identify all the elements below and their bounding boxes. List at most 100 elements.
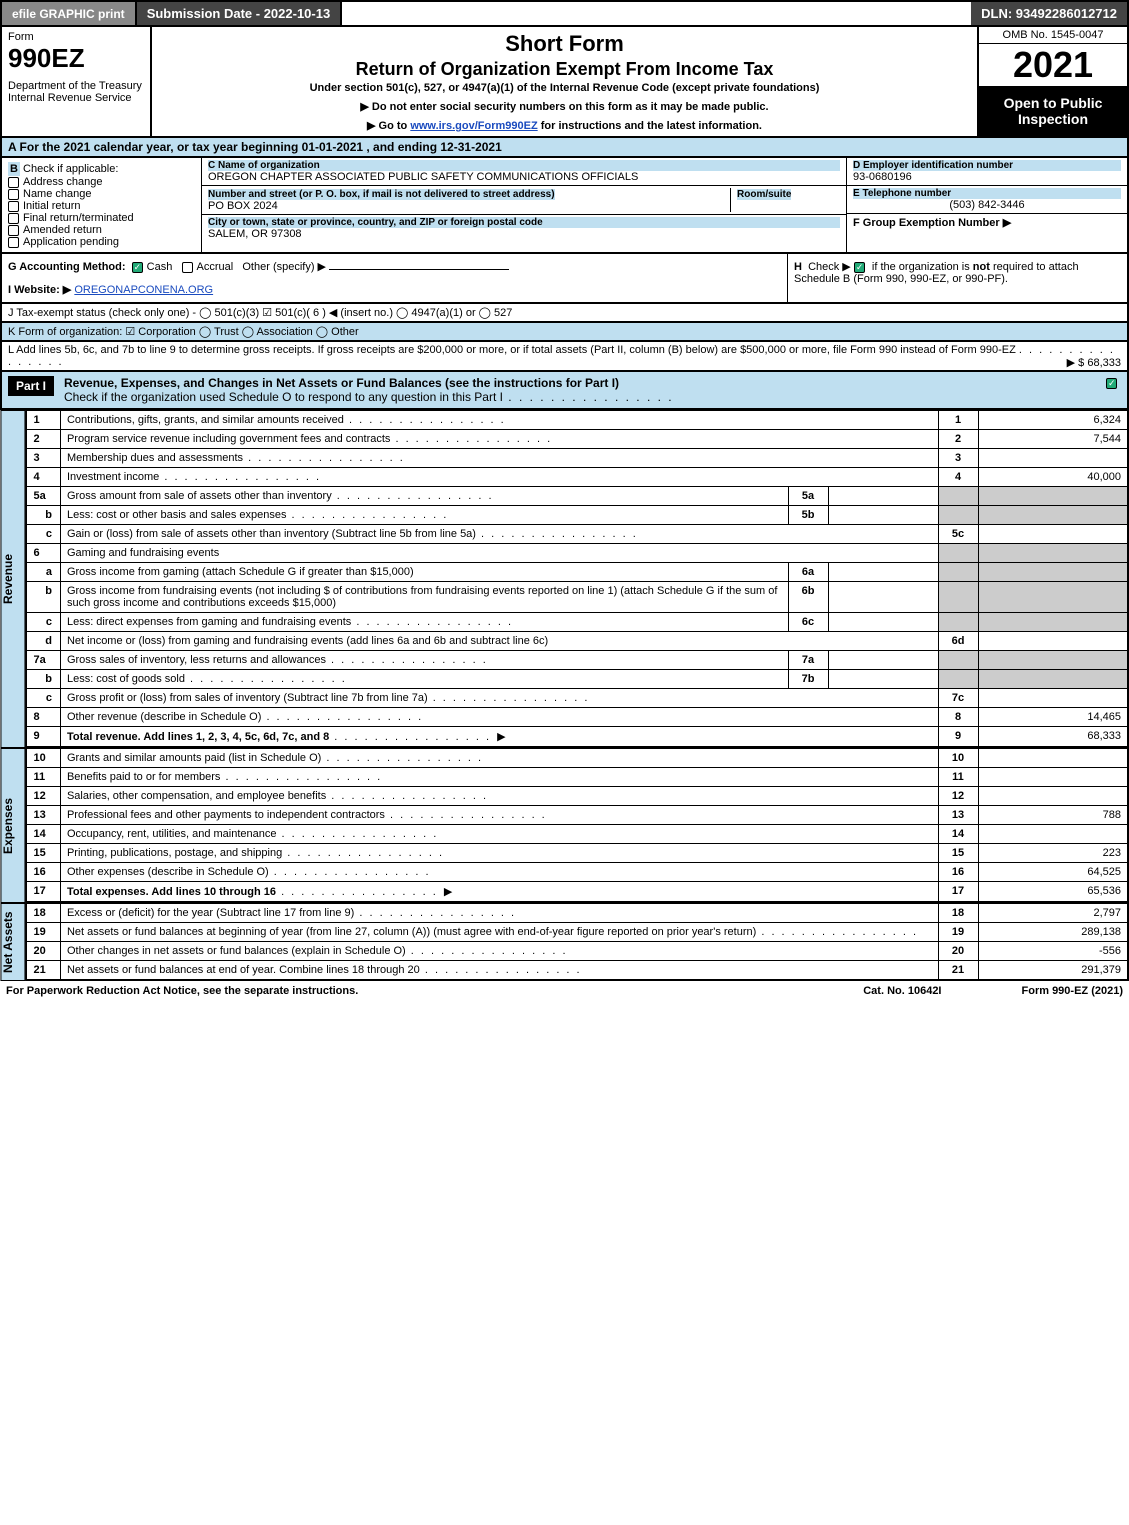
- table-row: cGain or (loss) from sale of assets othe…: [26, 525, 1128, 544]
- part1-title-row: Part I Revenue, Expenses, and Changes in…: [0, 372, 1129, 410]
- part1-title: Revenue, Expenses, and Changes in Net As…: [64, 376, 619, 390]
- dots-icon: [503, 390, 674, 404]
- table-row: cGross profit or (loss) from sales of in…: [26, 689, 1128, 708]
- table-row: 17Total expenses. Add lines 10 through 1…: [26, 882, 1128, 903]
- vlabel-expenses: Expenses: [0, 748, 25, 903]
- table-row: 5aGross amount from sale of assets other…: [26, 487, 1128, 506]
- col-def: D Employer identification number 93-0680…: [847, 158, 1127, 252]
- label-room: Room/suite: [737, 189, 791, 200]
- topbar-spacer: [342, 2, 971, 25]
- checkbox-cash[interactable]: [132, 262, 143, 273]
- table-row: cLess: direct expenses from gaming and f…: [26, 613, 1128, 632]
- irs-link[interactable]: www.irs.gov/Form990EZ: [410, 120, 537, 132]
- form-word: Form: [8, 31, 144, 43]
- col-b-header: B: [8, 162, 20, 176]
- vlabel-netassets: Net Assets: [0, 903, 25, 981]
- label-name-change: Name change: [23, 188, 92, 200]
- checkbox-initial-return[interactable]: [8, 201, 19, 212]
- table-row: 18Excess or (deficit) for the year (Subt…: [26, 904, 1128, 923]
- input-other-specify[interactable]: [329, 269, 509, 270]
- label-org-name: C Name of organization: [208, 160, 840, 171]
- table-row: aGross income from gaming (attach Schedu…: [26, 563, 1128, 582]
- row-l-text: L Add lines 5b, 6c, and 7b to line 9 to …: [8, 344, 1016, 356]
- label-amended-return: Amended return: [23, 224, 102, 236]
- label-final-return: Final return/terminated: [23, 212, 134, 224]
- form-subtitle: Return of Organization Exempt From Incom…: [160, 59, 969, 80]
- top-bar: efile GRAPHIC print Submission Date - 20…: [0, 0, 1129, 27]
- label-cash: Cash: [147, 261, 173, 273]
- label-website: I Website: ▶: [8, 284, 71, 296]
- row-bcd: B Check if applicable: Address change Na…: [0, 158, 1129, 254]
- part1-header: Part I: [8, 376, 54, 396]
- phone-value: (503) 842-3446: [853, 199, 1121, 211]
- checkbox-application-pending[interactable]: [8, 237, 19, 248]
- col-c-org-info: C Name of organization OREGON CHAPTER AS…: [202, 158, 847, 252]
- row-j-tax-exempt: J Tax-exempt status (check only one) - ◯…: [0, 304, 1129, 323]
- table-row: 2Program service revenue including gover…: [26, 430, 1128, 449]
- checkbox-accrual[interactable]: [182, 262, 193, 273]
- checkbox-address-change[interactable]: [8, 177, 19, 188]
- table-row: 21Net assets or fund balances at end of …: [26, 961, 1128, 981]
- table-row: 16Other expenses (describe in Schedule O…: [26, 863, 1128, 882]
- netassets-table: 18Excess or (deficit) for the year (Subt…: [25, 903, 1129, 981]
- expenses-table: 10Grants and similar amounts paid (list …: [25, 748, 1129, 903]
- vlabel-revenue: Revenue: [0, 410, 25, 748]
- form-title: Short Form: [160, 31, 969, 57]
- checkbox-schedule-o-part1[interactable]: [1106, 378, 1117, 389]
- table-row: 20Other changes in net assets or fund ba…: [26, 942, 1128, 961]
- col-b-header-text: Check if applicable:: [23, 163, 118, 175]
- checkbox-final-return[interactable]: [8, 213, 19, 224]
- row-h-text: H Check ▶ if the organization is not req…: [794, 261, 1079, 285]
- col-b-check-applicable: B Check if applicable: Address change Na…: [2, 158, 202, 252]
- netassets-section: Net Assets 18Excess or (deficit) for the…: [0, 903, 1129, 981]
- checkbox-schedule-b[interactable]: [854, 262, 865, 273]
- section-gh: G Accounting Method: Cash Accrual Other …: [0, 254, 1129, 304]
- label-application-pending: Application pending: [23, 236, 119, 248]
- row-l-amount: ▶ $ 68,333: [1067, 356, 1121, 369]
- footer-form-id: Form 990-EZ (2021): [1022, 985, 1124, 997]
- table-row: 11Benefits paid to or for members11: [26, 768, 1128, 787]
- table-row: bLess: cost of goods sold7b: [26, 670, 1128, 689]
- ein-value: 93-0680196: [853, 171, 1121, 183]
- table-row: 8Other revenue (describe in Schedule O)8…: [26, 708, 1128, 727]
- table-row: dNet income or (loss) from gaming and fu…: [26, 632, 1128, 651]
- table-row: 1Contributions, gifts, grants, and simil…: [26, 411, 1128, 430]
- header-middle: Short Form Return of Organization Exempt…: [152, 27, 977, 136]
- row-k-form-org: K Form of organization: ☑ Corporation ◯ …: [0, 323, 1129, 342]
- department: Department of the Treasury Internal Reve…: [8, 80, 144, 104]
- dln-label: DLN: 93492286012712: [971, 2, 1127, 25]
- checkbox-name-change[interactable]: [8, 189, 19, 200]
- checkbox-amended-return[interactable]: [8, 225, 19, 236]
- form-under-section: Under section 501(c), 527, or 4947(a)(1)…: [160, 82, 969, 94]
- org-street: PO BOX 2024: [208, 200, 730, 212]
- website-link[interactable]: OREGONAPCONENA.ORG: [74, 284, 213, 296]
- submission-date: Submission Date - 2022-10-13: [137, 2, 343, 25]
- label-group-exemption: F Group Exemption Number ▶: [853, 216, 1121, 229]
- row-a-calendar-year: A For the 2021 calendar year, or tax yea…: [0, 138, 1129, 158]
- label-initial-return: Initial return: [23, 200, 80, 212]
- part1-check-line: Check if the organization used Schedule …: [64, 390, 503, 404]
- revenue-section: Revenue 1Contributions, gifts, grants, a…: [0, 410, 1129, 748]
- footer-cat-no: Cat. No. 10642I: [863, 985, 941, 997]
- expenses-section: Expenses 10Grants and similar amounts pa…: [0, 748, 1129, 903]
- instr-no-ssn: ▶ Do not enter social security numbers o…: [160, 100, 969, 113]
- efile-print-button[interactable]: efile GRAPHIC print: [2, 2, 137, 25]
- form-header: Form 990EZ Department of the Treasury In…: [0, 27, 1129, 138]
- page-footer: For Paperwork Reduction Act Notice, see …: [0, 981, 1129, 1001]
- table-row: 7aGross sales of inventory, less returns…: [26, 651, 1128, 670]
- table-row: 6Gaming and fundraising events: [26, 544, 1128, 563]
- open-to-public: Open to Public Inspection: [979, 86, 1127, 136]
- row-g: G Accounting Method: Cash Accrual Other …: [2, 254, 787, 302]
- label-other-specify: Other (specify) ▶: [242, 261, 326, 273]
- label-city: City or town, state or province, country…: [208, 217, 840, 228]
- label-address-change: Address change: [23, 176, 103, 188]
- label-accrual: Accrual: [197, 261, 234, 273]
- table-row: 14Occupancy, rent, utilities, and mainte…: [26, 825, 1128, 844]
- table-row: 3Membership dues and assessments3: [26, 449, 1128, 468]
- label-street: Number and street (or P. O. box, if mail…: [208, 189, 555, 200]
- label-accounting-method: G Accounting Method:: [8, 261, 126, 273]
- table-row: 4Investment income440,000: [26, 468, 1128, 487]
- table-row: 9Total revenue. Add lines 1, 2, 3, 4, 5c…: [26, 727, 1128, 748]
- header-left: Form 990EZ Department of the Treasury In…: [2, 27, 152, 136]
- org-name: OREGON CHAPTER ASSOCIATED PUBLIC SAFETY …: [208, 171, 840, 183]
